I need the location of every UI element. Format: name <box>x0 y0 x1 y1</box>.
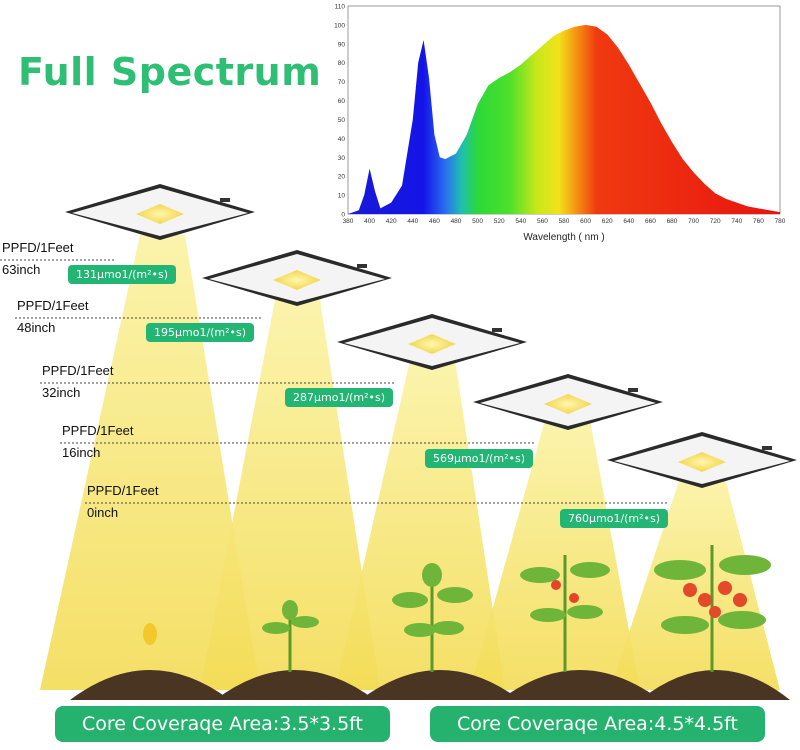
spectrum-x-tick: 460 <box>429 218 440 225</box>
soil-mound-1 <box>70 670 230 700</box>
ppfd-value-badge-32: 287μmo1/(m²•s) <box>285 388 394 407</box>
spectrum-y-ticks: 0 10 20 30 40 50 60 70 80 90 100 110 <box>334 4 345 219</box>
spectrum-y-tick: 80 <box>338 60 346 67</box>
ppfd-height: 16inch <box>62 445 101 460</box>
ppfd-value-badge-48: 195μmo1/(m²•s) <box>146 323 255 342</box>
coverage-banner-small: Core Coveraqe Area:3.5*3.5ft <box>55 706 390 742</box>
fixture-1 <box>65 184 255 240</box>
spectrum-x-tick: 480 <box>451 218 462 225</box>
spectrum-x-tick: 760 <box>753 218 764 225</box>
spectrum-y-tick: 110 <box>335 4 346 11</box>
ppfd-value-badge-16: 569μmo1/(m²•s) <box>425 449 534 468</box>
ppfd-title: PPFD/1Feet <box>87 483 159 498</box>
spectrum-y-tick: 30 <box>338 155 346 162</box>
ppfd-title: PPFD/1Feet <box>17 298 89 313</box>
spectrum-y-tick: 100 <box>334 22 345 29</box>
soil-mound-2 <box>215 670 375 700</box>
light-beam-5 <box>610 478 780 690</box>
soil-mound-3 <box>360 670 520 700</box>
ppfd-label-63: PPFD/1Feet 63inch <box>2 237 74 281</box>
spectrum-y-tick: 0 <box>341 212 345 219</box>
spectrum-x-tick: 540 <box>515 218 526 225</box>
page-title: Full Spectrum <box>18 50 322 94</box>
ppfd-height: 0inch <box>87 505 119 520</box>
light-beams <box>40 235 780 690</box>
ppfd-height: 63inch <box>2 262 41 277</box>
ppfd-label-48: PPFD/1Feet 48inch <box>17 295 89 339</box>
spectrum-x-tick: 680 <box>667 218 678 225</box>
ppfd-title: PPFD/1Feet <box>62 423 134 438</box>
ppfd-value-badge-63: 131μmo1/(m²•s) <box>68 265 177 284</box>
ppfd-label-0: PPFD/1Feet 0inch <box>87 480 159 524</box>
spectrum-x-tick: 500 <box>472 218 483 225</box>
height-lines <box>0 259 668 504</box>
light-beam-3 <box>335 360 505 690</box>
spectrum-x-tick: 660 <box>645 218 656 225</box>
spectrum-x-tick: 600 <box>580 218 591 225</box>
fixture-2 <box>202 250 392 306</box>
plant-medium <box>392 563 473 672</box>
spectrum-x-tick: 720 <box>710 218 721 225</box>
spectrum-x-tick: 420 <box>386 218 397 225</box>
spectrum-y-tick: 20 <box>338 174 346 181</box>
ppfd-height: 32inch <box>42 385 81 400</box>
spectrum-x-tick: 780 <box>775 218 786 225</box>
spectrum-x-tick: 700 <box>688 218 699 225</box>
ppfd-label-32: PPFD/1Feet 32inch <box>42 360 114 404</box>
spectrum-y-tick: 60 <box>338 98 346 105</box>
soil-mounds <box>70 670 790 700</box>
ppfd-title: PPFD/1Feet <box>42 363 114 378</box>
light-beam-4 <box>470 420 640 690</box>
spectrum-x-tick: 560 <box>537 218 548 225</box>
spectrum-x-tick: 580 <box>559 218 570 225</box>
spectrum-x-tick: 620 <box>602 218 613 225</box>
spectrum-x-tick: 520 <box>494 218 505 225</box>
spectrum-x-tick: 440 <box>407 218 418 225</box>
plant-mature <box>654 545 771 672</box>
spectrum-x-tick: 380 <box>343 218 354 225</box>
spectrum-y-tick: 10 <box>338 193 346 200</box>
fixture-4 <box>473 374 663 430</box>
fixture-3 <box>337 314 527 370</box>
light-beam-1 <box>40 235 260 690</box>
spectrum-y-tick: 70 <box>338 79 346 86</box>
soil-mound-5 <box>640 670 790 700</box>
ppfd-height: 48inch <box>17 320 56 335</box>
spectrum-y-tick: 40 <box>338 136 346 143</box>
spectrum-x-tick: 640 <box>623 218 634 225</box>
spectrum-x-tick: 400 <box>364 218 375 225</box>
soil-mound-4 <box>500 670 660 700</box>
spectrum-y-tick: 90 <box>338 41 346 48</box>
ppfd-value-badge-0: 760μmo1/(m²•s) <box>560 509 669 528</box>
seed-sprout <box>143 623 157 645</box>
spectrum-y-tick: 50 <box>338 117 346 124</box>
ppfd-label-16: PPFD/1Feet 16inch <box>62 420 134 464</box>
spectrum-chart: 0 10 20 30 40 50 60 70 80 90 100 110 380 400 420 440 46… <box>334 4 786 244</box>
ppfd-title: PPFD/1Feet <box>2 240 74 255</box>
plant-fruiting <box>520 555 610 672</box>
spectrum-x-tick: 740 <box>731 218 742 225</box>
plant-small <box>262 600 319 672</box>
spectrum-x-ticks: 380 400 420 440 460 480 500 520 540 560 580 600 620 6… <box>343 218 786 225</box>
spectrum-x-label: Wavelength ( nm ) <box>523 232 604 243</box>
fixture-5 <box>607 432 797 488</box>
coverage-banner-large: Core Coveraqe Area:4.5*4.5ft <box>430 706 765 742</box>
